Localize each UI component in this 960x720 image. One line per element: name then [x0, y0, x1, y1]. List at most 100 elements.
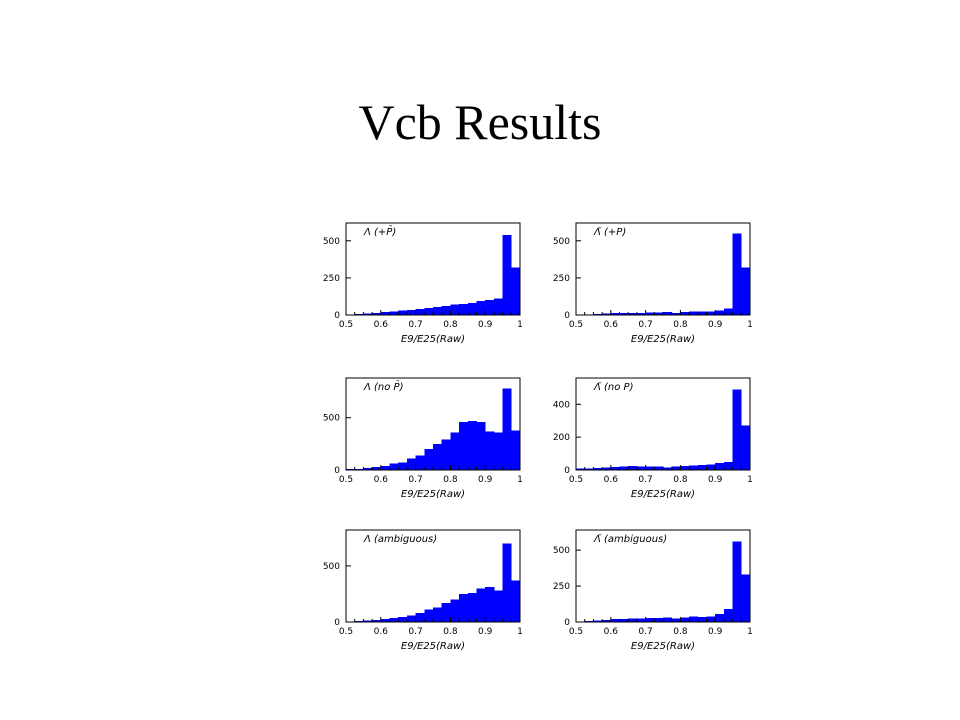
- histogram-bar: [511, 430, 521, 470]
- x-axis-label: E9/E25(Raw): [401, 334, 465, 345]
- x-tick-label: 1: [747, 320, 753, 330]
- histogram-bar: [645, 617, 655, 622]
- histogram-bar: [406, 458, 416, 470]
- histogram-panel-lambdabar-ambiguous: 0 250 500 0.5 0.6 0.7 0.8 0.9 1 E9/E25(Raw) Λ̄ (am…: [530, 512, 760, 662]
- x-tick-label: 0.6: [604, 320, 619, 330]
- histogram-bar: [706, 311, 716, 315]
- histogram-bar: [398, 310, 408, 315]
- x-tick-label: 0.9: [708, 627, 723, 637]
- histogram-bar: [671, 466, 681, 470]
- histogram-bar: [663, 617, 673, 622]
- y-tick-label: 250: [323, 274, 340, 284]
- histogram-bar: [459, 421, 469, 470]
- x-tick-label: 1: [517, 475, 523, 485]
- histogram-bar: [602, 467, 612, 470]
- histogram-bar: [732, 389, 742, 470]
- histogram-bar: [715, 310, 725, 315]
- histogram-bar: [450, 432, 460, 470]
- histogram-bar: [433, 607, 443, 622]
- histogram-bar: [372, 619, 382, 622]
- bars: [346, 234, 521, 315]
- histogram-bar: [511, 580, 521, 622]
- panel-label: Λ̄ (+P): [593, 227, 626, 238]
- histogram-bar: [476, 421, 486, 470]
- histogram-bar: [502, 543, 512, 622]
- x-tick-label: 0.8: [443, 627, 458, 637]
- histogram-bar: [593, 313, 603, 315]
- histogram-bar: [433, 306, 443, 315]
- histogram-bar: [732, 541, 742, 622]
- histogram-bar: [645, 466, 655, 470]
- y-tick-label: 500: [323, 237, 340, 247]
- x-tick-label: 0.7: [638, 627, 652, 637]
- histogram-bar: [741, 267, 751, 315]
- histogram-bar: [593, 620, 603, 622]
- x-tick-label: 0.8: [673, 475, 688, 485]
- histogram-bar: [576, 468, 586, 470]
- histogram-bar: [671, 618, 681, 622]
- histogram-bar: [680, 465, 690, 470]
- x-tick-label: 0.5: [339, 627, 353, 637]
- x-tick-label: 0.7: [638, 320, 652, 330]
- histogram-bar: [697, 465, 707, 470]
- y-tick-label: 0: [564, 618, 570, 628]
- x-tick-label: 0.5: [569, 475, 583, 485]
- x-tick-label: 1: [517, 320, 523, 330]
- histogram-bar: [689, 311, 699, 315]
- x-tick-label: 0.9: [478, 475, 493, 485]
- y-tick-label: 500: [553, 546, 570, 556]
- histogram-bar: [459, 593, 469, 622]
- histogram-bar: [493, 298, 503, 315]
- histogram-bar: [424, 609, 434, 622]
- panel-label: Λ̄ (no P): [593, 382, 634, 393]
- histogram-bar: [476, 300, 486, 315]
- histogram-bar: [663, 467, 673, 470]
- histogram-bar: [485, 431, 495, 470]
- histogram-bar: [697, 616, 707, 622]
- bars: [346, 543, 521, 622]
- histogram-bar: [636, 312, 646, 315]
- y-tick-label: 500: [553, 237, 570, 247]
- x-tick-label: 1: [747, 627, 753, 637]
- histogram-bar: [645, 312, 655, 315]
- histogram-bar: [389, 463, 399, 470]
- panel-label: Λ̄ (ambiguous): [593, 534, 667, 545]
- histogram-bar: [450, 304, 460, 315]
- x-axis-label: E9/E25(Raw): [401, 641, 465, 652]
- histogram-panel-lambdabar-plus-p: 0 250 500 0.5 0.6 0.7 0.8 0.9 1 E9/E25(Raw) Λ̄ (+P…: [530, 205, 760, 355]
- y-tick-label: 0: [334, 311, 340, 321]
- histogram-lambda-ambiguous: 0 500 0.5 0.6 0.7 0.8 0.9 1 E9/E25(Raw) Λ (ambigu…: [323, 529, 523, 652]
- x-tick-label: 0.9: [478, 320, 493, 330]
- panel-label: Λ (+P̄): [363, 225, 396, 238]
- histogram-bar: [415, 613, 425, 622]
- histogram-bar: [628, 618, 638, 622]
- y-tick-label: 0: [564, 466, 570, 476]
- histogram-bar: [741, 425, 751, 470]
- y-tick-label: 400: [553, 400, 570, 410]
- panel-label: Λ (ambiguous): [363, 534, 437, 545]
- x-tick-label: 0.8: [673, 320, 688, 330]
- histogram-bar: [723, 609, 733, 622]
- x-tick-label: 0.6: [374, 627, 389, 637]
- histogram-bar: [441, 439, 451, 470]
- histogram-grid: 0 250 500 0.5 0.6 0.7 0.8 0.9 1 E9/E25(Raw) Λ (+P̄…: [300, 205, 770, 675]
- histogram-bar: [715, 463, 725, 470]
- x-tick-label: 0.8: [443, 475, 458, 485]
- histogram-bar: [485, 587, 495, 622]
- y-tick-label: 0: [564, 311, 570, 321]
- x-tick-label: 0.5: [569, 320, 583, 330]
- histogram-bar: [459, 303, 469, 315]
- x-tick-label: 1: [517, 627, 523, 637]
- x-axis-label: E9/E25(Raw): [631, 334, 695, 345]
- y-tick-label: 500: [323, 414, 340, 424]
- histogram-bar: [467, 420, 477, 470]
- x-axis-label: E9/E25(Raw): [631, 489, 695, 500]
- x-tick-label: 0.5: [339, 320, 353, 330]
- x-tick-label: 0.5: [569, 627, 583, 637]
- histogram-bar: [732, 233, 742, 315]
- y-tick-label: 0: [334, 618, 340, 628]
- x-tick-label: 0.6: [604, 475, 619, 485]
- histogram-bar: [654, 466, 664, 470]
- histogram-bar: [723, 461, 733, 470]
- histogram-bar: [619, 313, 629, 315]
